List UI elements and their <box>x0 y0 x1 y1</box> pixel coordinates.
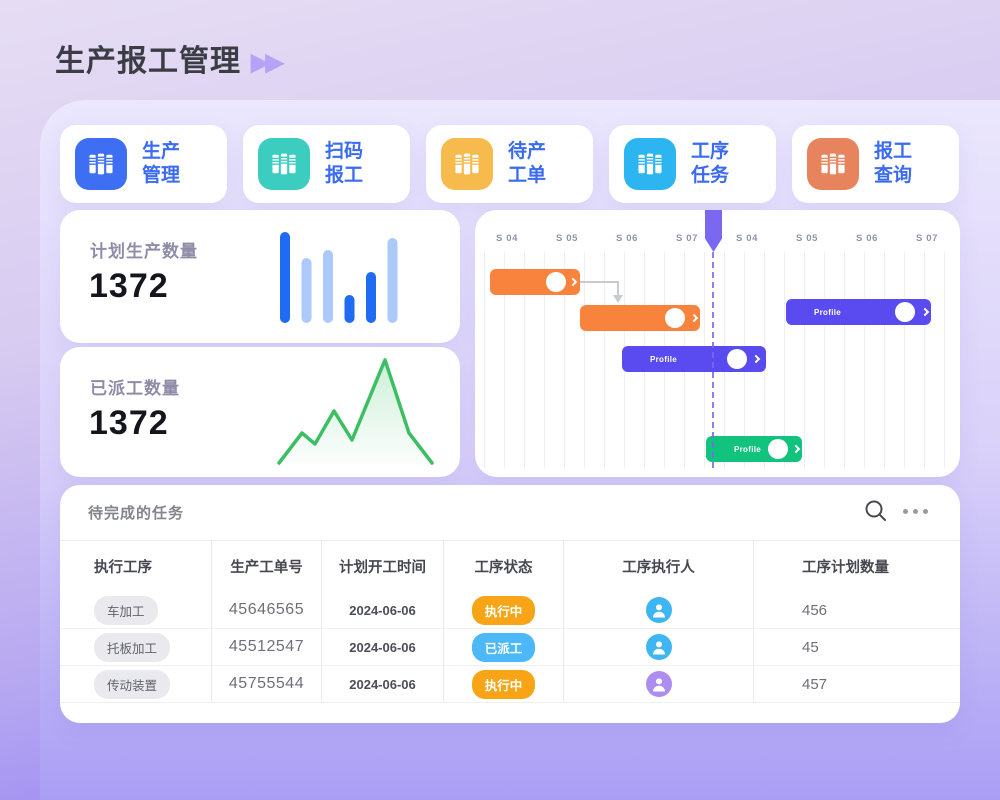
nav-pending-orders[interactable]: 待产 工单 <box>426 125 593 203</box>
table-row: 车加工 45646565 2024-06-06 执行中 456 <box>60 592 960 629</box>
user-avatar[interactable] <box>645 597 672 623</box>
gantt-col-label: S 05 <box>556 233 578 244</box>
gantt-col-label: S 07 <box>916 233 938 244</box>
gantt-bar-orange-2[interactable] <box>580 305 700 331</box>
page-title: 生产报工管理 ▶▶ <box>55 36 284 80</box>
books-icon <box>258 138 310 190</box>
col-header-order: 生产工单号 <box>212 540 322 592</box>
chevron-right-icon <box>689 313 699 323</box>
nav-label: 扫码 报工 <box>325 141 364 186</box>
user-avatar[interactable] <box>645 634 672 660</box>
dispatch-line-chart <box>277 358 434 465</box>
process-badge: 车加工 <box>94 595 158 625</box>
planned-qty: 457 <box>802 675 828 693</box>
gantt-col-label: S 06 <box>616 233 638 244</box>
process-badge: 传动装置 <box>94 669 171 699</box>
table-row: 传动装置 45755544 2024-06-06 执行中 457 <box>60 666 960 703</box>
gantt-bar-profile-green[interactable]: Profile <box>706 436 802 462</box>
order-number: 45512547 <box>228 638 305 655</box>
gantt-dependency-arrow <box>580 281 623 303</box>
divider <box>60 540 960 541</box>
gantt-col-label: S 06 <box>856 233 878 244</box>
gantt-bar-profile-middle[interactable]: Profile <box>622 346 766 372</box>
nav-report-query[interactable]: 报工 查询 <box>792 125 959 203</box>
chevron-right-icon <box>920 307 930 317</box>
col-header-date: 计划开工时间 <box>322 540 444 592</box>
dispatched-quantity-card: 已派工数量 1372 <box>60 347 460 477</box>
planned-qty: 45 <box>802 638 819 656</box>
gantt-col-label: S 05 <box>796 233 818 244</box>
gantt-col-label: S 07 <box>676 233 698 244</box>
col-header-executor: 工序执行人 <box>564 540 754 592</box>
chevron-right-icon <box>568 277 578 287</box>
gantt-bar-orange-1[interactable] <box>490 269 580 295</box>
process-badge: 托板加工 <box>94 632 171 662</box>
user-avatar[interactable] <box>645 671 672 697</box>
gantt-bar-handle[interactable] <box>665 308 685 328</box>
nav-label: 工序 任务 <box>691 141 730 186</box>
table-header-row: 执行工序 生产工单号 计划开工时间 工序状态 工序执行人 工序计划数量 <box>60 540 960 592</box>
dispatched-quantity-label: 已派工数量 <box>90 379 180 398</box>
status-badge: 执行中 <box>471 669 536 699</box>
gantt-bar-label: Profile <box>650 355 677 364</box>
tasks-table: 执行工序 生产工单号 计划开工时间 工序状态 工序执行人 工序计划数量 车加工 … <box>60 540 960 703</box>
books-icon <box>624 138 676 190</box>
gantt-col-label: S 04 <box>736 233 758 244</box>
gantt-bar-handle[interactable] <box>768 439 788 459</box>
gantt-bar-label: Profile <box>734 445 761 454</box>
page-title-text: 生产报工管理 <box>55 45 241 78</box>
planned-qty: 456 <box>802 601 828 619</box>
more-options-icon[interactable] <box>903 509 928 514</box>
books-icon <box>75 138 127 190</box>
gantt-bar-handle[interactable] <box>895 302 915 322</box>
gantt-col-label: S 04 <box>496 233 518 244</box>
status-badge: 已派工 <box>471 632 536 662</box>
gantt-bar-handle[interactable] <box>546 272 566 292</box>
gantt-bar-handle[interactable] <box>727 349 747 369</box>
planned-quantity-card: 计划生产数量 1372 <box>60 210 460 343</box>
books-icon <box>441 138 493 190</box>
title-arrows-icon: ▶▶ <box>251 49 284 76</box>
gantt-bar-label: Profile <box>814 308 841 317</box>
order-number: 45646565 <box>228 601 305 618</box>
start-date: 2024-06-06 <box>349 602 416 618</box>
nav-production-management[interactable]: 生产 管理 <box>60 125 227 203</box>
gantt-chart-card: S 04 S 05 S 06 S 07 S 04 S 05 S 06 S 07 … <box>475 210 960 477</box>
gantt-today-line <box>712 252 714 468</box>
gantt-today-marker[interactable] <box>705 210 722 252</box>
chevron-right-icon <box>791 444 801 454</box>
chevron-right-icon <box>751 354 761 364</box>
nav-label: 生产 管理 <box>142 141 181 186</box>
plan-bar-chart <box>280 232 398 323</box>
pending-tasks-title: 待完成的任务 <box>88 505 185 522</box>
dispatched-quantity-value: 1372 <box>89 404 169 442</box>
status-badge: 执行中 <box>471 595 536 625</box>
planned-quantity-label: 计划生产数量 <box>90 242 198 261</box>
col-header-process: 执行工序 <box>60 540 212 592</box>
nav-process-tasks[interactable]: 工序 任务 <box>609 125 776 203</box>
nav-scan-report[interactable]: 扫码 报工 <box>243 125 410 203</box>
col-header-status: 工序状态 <box>444 540 564 592</box>
order-number: 45755544 <box>228 675 305 692</box>
nav-label: 待产 工单 <box>508 141 547 186</box>
gantt-bar-profile-right[interactable]: Profile <box>786 299 931 325</box>
start-date: 2024-06-06 <box>349 639 416 655</box>
nav-label: 报工 查询 <box>874 141 913 186</box>
table-row: 托板加工 45512547 2024-06-06 已派工 45 <box>60 629 960 666</box>
books-icon <box>807 138 859 190</box>
search-icon[interactable] <box>863 498 889 524</box>
planned-quantity-value: 1372 <box>89 267 169 305</box>
col-header-qty: 工序计划数量 <box>802 559 889 576</box>
pending-tasks-card: 待完成的任务 执行工序 生产工单号 计划开工时间 工序状态 工序执行人 工序计划… <box>60 485 960 723</box>
start-date: 2024-06-06 <box>349 676 416 692</box>
